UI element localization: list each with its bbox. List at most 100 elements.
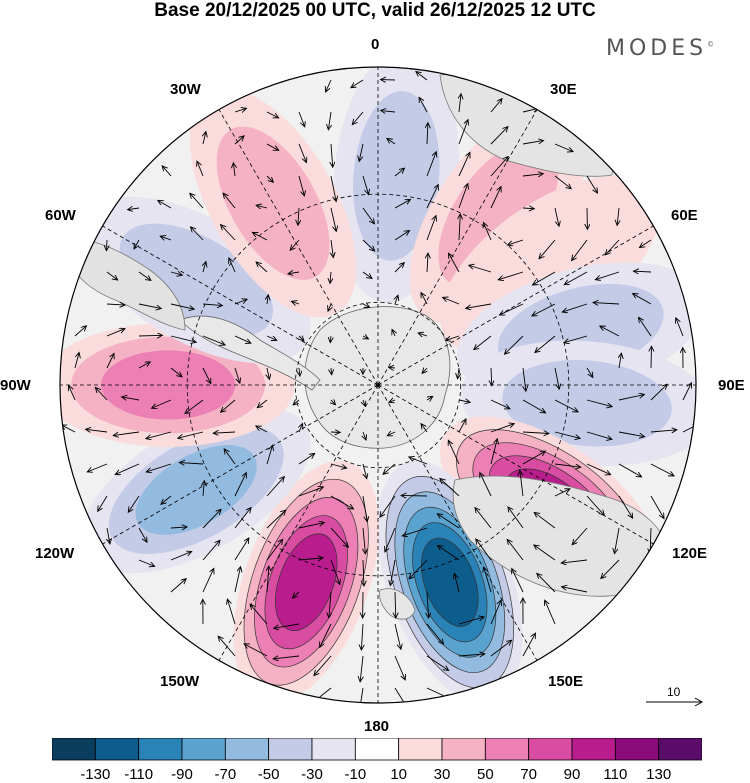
wind-vector — [170, 272, 182, 275]
wind-vector — [466, 303, 492, 308]
lon-label-90w: 90W — [0, 377, 31, 394]
wind-vector — [522, 174, 543, 176]
wind-vector — [458, 617, 484, 625]
wind-vector — [448, 440, 460, 465]
wind-vector — [387, 432, 396, 436]
wind-vector — [363, 527, 365, 554]
wind-vector — [605, 239, 620, 255]
wind-vector — [138, 303, 161, 309]
wind-vector — [202, 335, 225, 345]
wind-vector — [508, 507, 524, 529]
wind-vector — [618, 463, 642, 477]
wind-vector — [600, 326, 620, 337]
wind-vector — [394, 687, 410, 703]
wind-vector — [363, 431, 366, 440]
wind-vector — [107, 527, 110, 544]
wind-vector — [440, 478, 460, 497]
anomaly-center-8 — [81, 406, 311, 574]
wind-vector — [416, 72, 428, 81]
antarctica-land — [304, 306, 451, 449]
wind-vector — [291, 301, 300, 304]
colorbar-tick-label: 90 — [563, 766, 581, 783]
wind-vector — [491, 367, 492, 386]
wind-vector — [572, 527, 588, 545]
wind-vector — [458, 152, 470, 177]
wind-vector — [161, 495, 172, 504]
wind-vector — [162, 166, 172, 177]
wind-vector — [389, 367, 396, 368]
vector-reference-arrow — [646, 697, 704, 707]
wind-vector — [274, 623, 300, 628]
wind-vector — [299, 367, 300, 376]
wind-vector — [562, 587, 588, 593]
anomaly-center-11 — [189, 88, 357, 318]
wind-vector — [178, 431, 204, 438]
wind-vector — [522, 432, 549, 434]
wind-vector — [586, 399, 612, 407]
wind-vector — [95, 387, 108, 401]
wind-vector — [330, 527, 348, 547]
wind-vector — [69, 385, 76, 401]
wind-vector — [256, 205, 268, 208]
anomaly-contour — [216, 126, 330, 280]
meridian-line — [377, 384, 538, 661]
wind-vector — [490, 600, 501, 625]
wind-vector — [128, 495, 140, 512]
wind-vector — [394, 623, 401, 649]
wind-vector — [363, 463, 367, 479]
anomaly-center-10 — [81, 196, 311, 364]
wind-vector — [593, 303, 620, 304]
wind-vector — [202, 509, 221, 529]
wind-vector — [234, 367, 240, 383]
wind-vector — [330, 175, 336, 201]
wind-vector — [234, 108, 246, 112]
wind-vector — [266, 445, 273, 465]
wind-vector — [614, 527, 620, 554]
colorbar-swatch — [311, 738, 356, 761]
wind-vector — [387, 138, 396, 145]
anomaly-contour — [119, 223, 273, 337]
wind-vector — [221, 225, 236, 241]
wind-vector — [266, 510, 286, 529]
wind-vector — [74, 352, 79, 369]
lon-label-30e: 30E — [550, 81, 577, 98]
wind-vector — [266, 335, 277, 340]
colorbar-swatch — [52, 738, 96, 761]
wind-vector — [292, 591, 300, 598]
wind-vector — [554, 431, 580, 438]
wind-vector — [363, 399, 365, 406]
lon-label-150e: 150E — [548, 673, 584, 690]
lat-lon-grid — [60, 67, 696, 703]
colorbar-tick-label: -130 — [80, 766, 111, 783]
wind-vector — [234, 473, 246, 497]
lon-label-90e: 90E — [718, 377, 745, 394]
wind-vector — [138, 271, 151, 280]
wind-vector — [197, 161, 204, 177]
wind-vector — [619, 353, 621, 369]
wind-vector — [682, 383, 691, 401]
wind-vector — [298, 523, 324, 529]
lon-label-180: 180 — [364, 718, 390, 735]
lon-label-120w: 120W — [35, 545, 75, 562]
wind-vector — [106, 353, 114, 369]
wind-vector — [650, 384, 667, 401]
wind-vector — [266, 111, 279, 118]
wind-vector — [202, 568, 214, 593]
wind-vector — [330, 271, 331, 283]
lon-label-60e: 60E — [671, 207, 698, 224]
wind-vector — [134, 239, 140, 249]
wind-vector — [395, 295, 398, 305]
wind-vector — [409, 457, 428, 465]
wind-vector — [633, 294, 652, 305]
wind-vector — [394, 655, 405, 680]
wind-vector — [554, 367, 559, 389]
wind-vector — [458, 120, 468, 145]
wind-vector — [421, 424, 428, 433]
colorbar-swatch — [398, 738, 443, 761]
wind-vector — [383, 463, 396, 474]
wind-vector — [490, 640, 512, 657]
wind-vector — [512, 569, 524, 593]
wind-vector — [331, 367, 332, 375]
wind-vector — [390, 559, 396, 586]
wind-vector — [233, 163, 235, 177]
